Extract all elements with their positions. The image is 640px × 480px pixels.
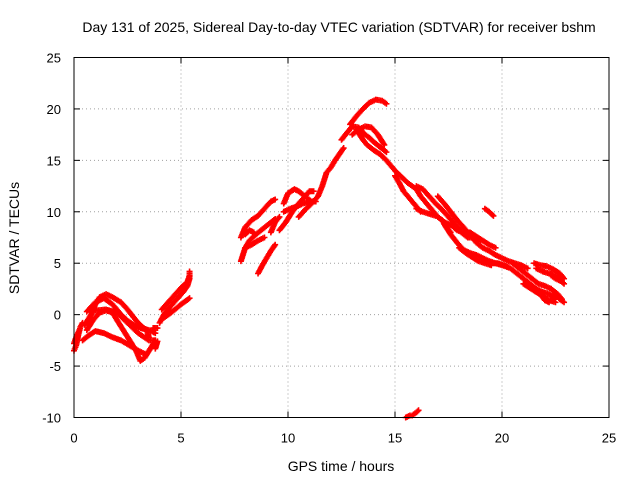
series-s44 [548,272,568,287]
series-s42 [531,260,568,282]
series-s32 [434,193,531,272]
axis-ticks: 0 5 10 15 20 25 -10 -5 0 5 10 15 20 25 [42,51,616,446]
data-point [272,241,279,248]
series-s45 [548,285,568,306]
series-s7 [92,306,159,344]
y-tick-label: 10 [47,205,61,220]
data-point [559,279,566,286]
series-s41 [531,285,553,306]
data-point [561,280,568,287]
data-point [340,145,347,152]
y-tick-label: 5 [54,256,61,271]
data-point [186,272,193,279]
data-point [186,295,193,302]
series-s24 [347,96,390,128]
series-s18 [267,213,283,236]
data-point [524,265,531,272]
x-tick-label: 25 [602,431,616,446]
x-tick-label: 5 [177,431,184,446]
data-point [414,408,421,415]
data-point [383,149,390,156]
data-point [272,196,279,203]
y-axis-label: SDTVAR / TECUs [6,182,22,294]
series-s23 [338,123,390,156]
y-tick-label: 0 [54,308,61,323]
series-s2 [71,327,83,347]
series-s28 [413,205,439,219]
x-tick-label: 10 [281,431,295,446]
series-s8 [150,325,161,332]
y-tick-label: 15 [47,153,61,168]
data-point [383,100,390,107]
data-point [310,188,317,195]
data-point [250,229,257,236]
x-tick-label: 0 [70,431,77,446]
y-tick-label: -10 [42,411,61,426]
series-s22 [295,145,347,220]
data-point [152,345,159,352]
series-s14 [237,215,279,265]
x-tick-label: 20 [495,431,509,446]
series-s6 [79,328,148,357]
chart-title: Day 131 of 2025, Sidereal Day-to-day VTE… [82,19,595,35]
data-point [546,299,553,306]
series-s36 [466,229,499,251]
series-s13 [237,196,279,241]
data-point [492,244,499,251]
plot-frame [73,57,610,418]
series-s12 [160,295,193,321]
data-point [561,299,568,306]
data-point [261,234,268,241]
data-point [490,212,497,219]
data-points [71,96,568,421]
series-s9 [152,338,161,352]
data-point [381,141,388,148]
data-point [552,299,559,306]
series-s34 [434,213,467,236]
series-s17 [255,241,279,277]
y-tick-label: 25 [47,51,61,66]
data-point [141,350,148,357]
grid-lines [74,57,609,418]
x-tick-label: 15 [388,431,402,446]
data-point [76,327,83,334]
y-tick-label: -5 [49,359,61,374]
y-tick-label: 20 [47,102,61,117]
data-point [415,407,422,414]
series-s16 [242,227,257,238]
series-s11 [158,272,193,313]
x-axis-label: GPS time / hours [288,458,395,474]
data-point [276,213,283,220]
data-point [152,330,159,337]
series-s15 [242,234,268,251]
data-point [460,229,467,236]
data-point [489,211,496,218]
series-s37 [481,205,497,219]
data-point [154,325,161,332]
